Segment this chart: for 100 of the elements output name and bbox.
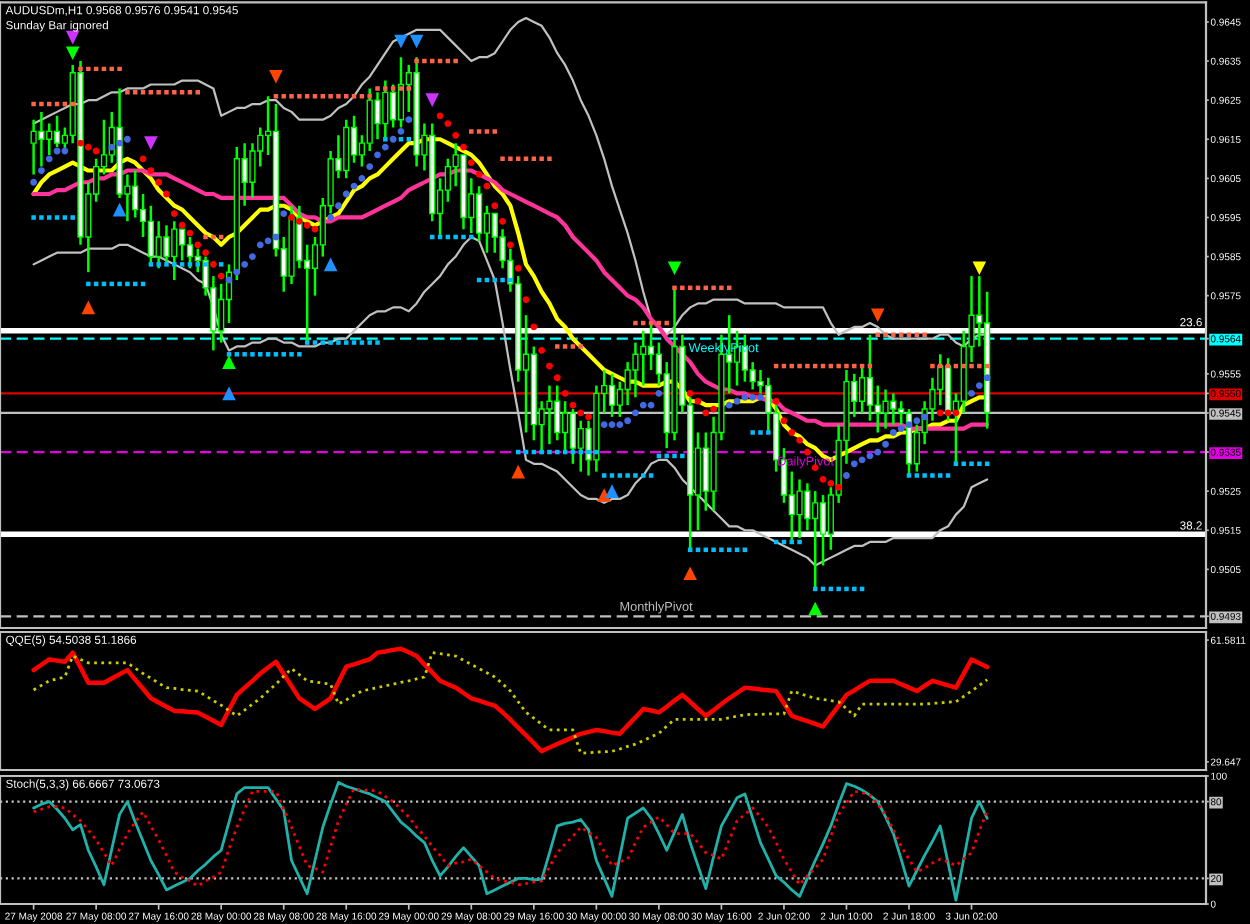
point xyxy=(522,296,530,303)
point xyxy=(30,178,38,186)
point xyxy=(38,167,45,174)
point xyxy=(968,390,975,397)
point xyxy=(335,202,342,210)
point xyxy=(921,413,929,421)
point xyxy=(936,409,944,417)
point xyxy=(366,163,374,171)
point xyxy=(144,136,158,150)
point xyxy=(155,178,163,186)
point xyxy=(827,479,835,487)
point xyxy=(835,483,843,491)
candlestick xyxy=(171,220,178,282)
point xyxy=(452,131,460,139)
point xyxy=(405,116,413,124)
point xyxy=(202,249,209,257)
point xyxy=(749,393,757,401)
candlestick xyxy=(38,110,45,168)
point xyxy=(116,139,123,147)
point xyxy=(608,421,616,429)
point xyxy=(241,260,249,268)
point xyxy=(632,409,639,417)
point xyxy=(139,155,147,163)
point xyxy=(808,601,823,616)
candlestick xyxy=(796,478,803,540)
line-series xyxy=(31,168,990,431)
point xyxy=(788,429,796,436)
point xyxy=(897,425,905,432)
point xyxy=(514,264,522,272)
point xyxy=(178,221,186,229)
point xyxy=(425,93,440,107)
point xyxy=(77,139,84,147)
point xyxy=(655,390,663,397)
candlestick xyxy=(882,388,889,430)
point xyxy=(65,30,80,45)
point xyxy=(702,409,710,417)
point xyxy=(624,417,632,425)
point xyxy=(436,112,444,120)
point xyxy=(975,382,983,389)
point xyxy=(757,393,764,401)
candlestick xyxy=(147,204,154,266)
point xyxy=(288,214,295,221)
candlestick xyxy=(155,220,162,270)
point xyxy=(81,300,96,315)
point xyxy=(600,421,608,429)
point xyxy=(467,159,475,167)
point xyxy=(605,484,619,498)
candlestick xyxy=(30,118,37,176)
point xyxy=(913,417,921,425)
point xyxy=(342,190,350,198)
point xyxy=(780,417,788,425)
point xyxy=(741,393,749,401)
point xyxy=(45,155,53,163)
point xyxy=(491,202,499,210)
point xyxy=(889,429,897,436)
point xyxy=(858,456,866,464)
candlestick xyxy=(366,87,373,153)
point xyxy=(686,390,694,397)
point xyxy=(147,167,155,174)
candlestick xyxy=(390,83,397,129)
point xyxy=(616,421,624,429)
point xyxy=(569,401,577,409)
point xyxy=(710,405,717,413)
point xyxy=(217,272,225,280)
point xyxy=(511,464,525,479)
point xyxy=(108,143,116,151)
point xyxy=(209,260,217,268)
candlestick xyxy=(608,372,616,419)
point xyxy=(222,355,236,369)
point xyxy=(796,436,803,444)
point xyxy=(280,210,288,217)
point xyxy=(639,401,647,409)
point xyxy=(323,257,338,272)
point xyxy=(475,171,483,178)
point xyxy=(170,210,178,217)
point xyxy=(983,374,991,382)
point xyxy=(327,214,335,221)
point xyxy=(725,401,733,409)
candlestick xyxy=(546,384,553,446)
point xyxy=(444,120,452,128)
point xyxy=(585,413,592,421)
point xyxy=(112,202,127,217)
point xyxy=(295,217,303,225)
point xyxy=(460,143,467,151)
candlestick xyxy=(475,184,483,243)
candlestick xyxy=(350,114,358,164)
point xyxy=(397,128,405,135)
point xyxy=(358,174,366,182)
point xyxy=(882,440,889,448)
point xyxy=(772,397,780,405)
candlestick xyxy=(163,224,170,266)
line-series xyxy=(32,787,989,888)
point xyxy=(233,268,241,276)
point xyxy=(803,448,811,456)
point xyxy=(483,182,491,190)
point xyxy=(374,151,381,159)
point xyxy=(163,190,170,198)
candlestick xyxy=(702,431,709,512)
point xyxy=(65,46,80,61)
point xyxy=(394,34,408,49)
